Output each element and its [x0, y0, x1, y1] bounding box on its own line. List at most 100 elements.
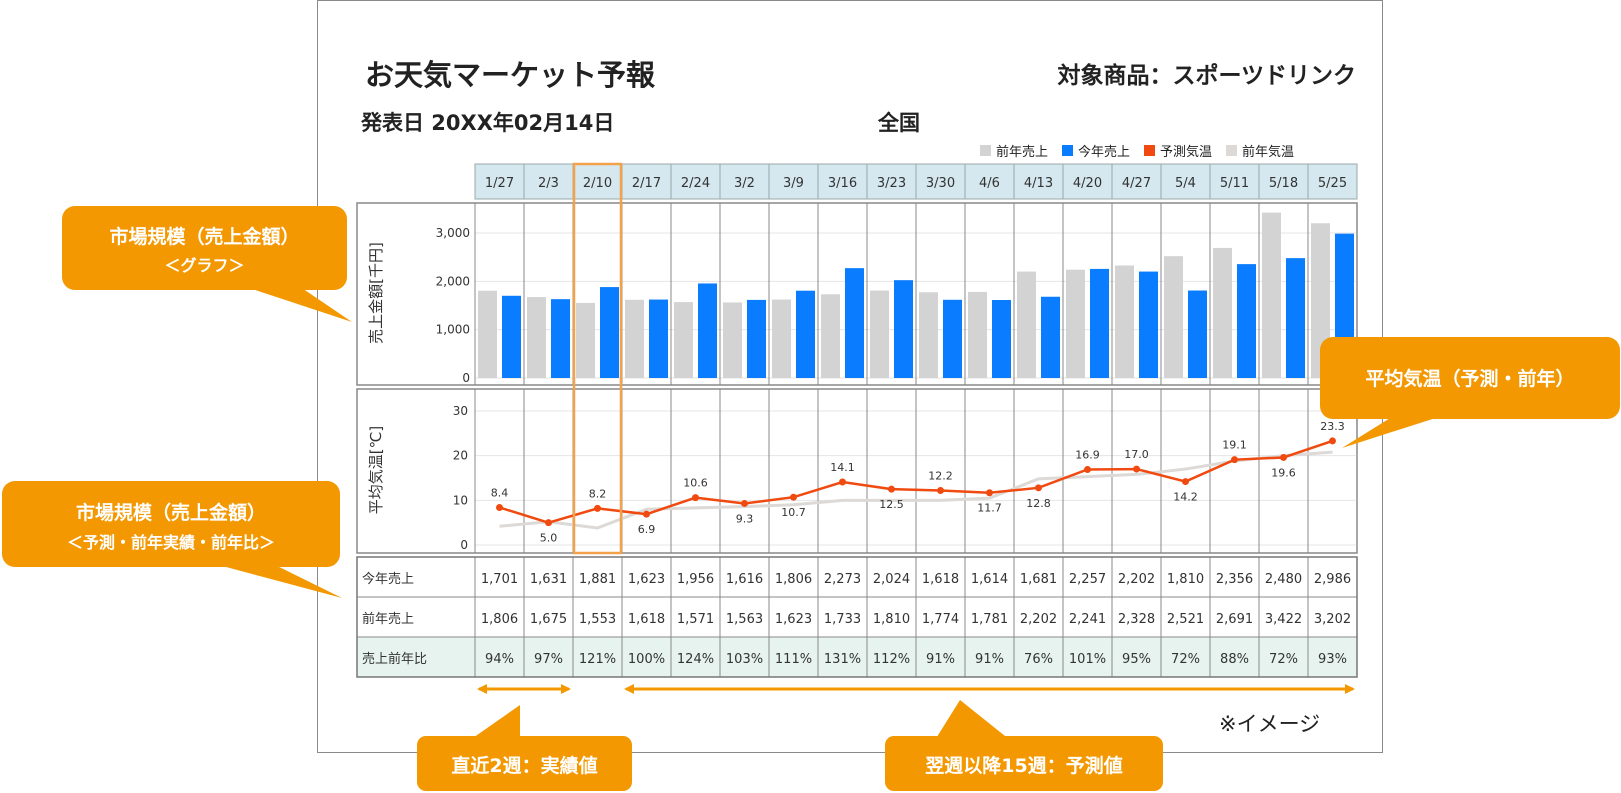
table-cell-value: 2,257 — [1069, 572, 1106, 587]
table-cell-value: 124% — [677, 652, 714, 667]
table-cell — [866, 636, 917, 678]
legend-label: 今年売上 — [1078, 145, 1131, 160]
announce-date: 発表日 20XX年02月14日 — [361, 111, 615, 135]
callout-line: 平均気温（予測・前年） — [1365, 368, 1575, 390]
date-header-label: 4/27 — [1122, 176, 1151, 191]
bar-last-year — [821, 294, 840, 378]
table-cell-value: 101% — [1069, 652, 1106, 667]
table-cell-value: 1,618 — [922, 572, 959, 587]
forecast-temp-point — [1035, 484, 1042, 492]
table-cell-value: 3,422 — [1265, 612, 1302, 627]
table-cell — [1307, 636, 1358, 678]
bar-last-year — [1164, 256, 1183, 378]
table-cell — [768, 596, 819, 638]
table-cell — [866, 596, 917, 638]
bar-this-year — [992, 299, 1011, 378]
table-cell-value: 91% — [926, 652, 955, 667]
forecast-temp-point — [1231, 456, 1238, 464]
bar-this-year — [502, 295, 521, 378]
table-cell-value: 88% — [1220, 652, 1249, 667]
callout-market-graph: 市場規模（売上金額） ＜グラフ＞ — [62, 206, 347, 290]
actual-arrow-head-right — [561, 684, 571, 694]
table-cell — [817, 556, 868, 598]
table-cell-value: 2,202 — [1118, 572, 1155, 587]
bar-last-year — [1115, 265, 1134, 378]
table-row-header-cell — [356, 636, 476, 678]
table-cell-value: 1,618 — [628, 612, 665, 627]
table-cell-value: 97% — [534, 652, 563, 667]
forecast-arrow-head-left — [624, 684, 634, 694]
legend-swatch — [1062, 145, 1074, 156]
table-cell-value: 1,616 — [726, 572, 763, 587]
table-cell — [474, 556, 525, 598]
legend-label: 前年売上 — [996, 145, 1049, 160]
table-cell — [719, 556, 770, 598]
table-cell-value: 121% — [579, 652, 616, 667]
chart-legend: 前年売上 今年売上 予測気温 前年気温 — [980, 141, 1294, 160]
forecast-temp-point — [643, 510, 650, 518]
forecast-temp-point — [986, 489, 993, 497]
table-cell-value: 1,781 — [971, 612, 1008, 627]
callout-line: 市場規模（売上金額） — [75, 502, 266, 524]
bar-this-year — [600, 287, 619, 378]
table-cell-value: 2,273 — [824, 572, 861, 587]
callout-line: 市場規模（売上金額） — [109, 226, 300, 248]
table-cell-value: 2,024 — [873, 572, 910, 587]
table-cell-value: 94% — [485, 652, 514, 667]
callout-line: ＜予測・前年実績・前年比＞ — [66, 533, 275, 552]
bar-last-year — [625, 299, 644, 378]
table-cell-value: 2,521 — [1167, 612, 1204, 627]
forecast-temp-point — [741, 499, 748, 507]
legend-label: 前年気温 — [1242, 145, 1295, 160]
forecast-temp-point — [790, 493, 797, 501]
forecast-temp-point — [1084, 466, 1091, 474]
table-cell — [670, 636, 721, 678]
table-cell — [964, 596, 1015, 638]
forecast-temp-data-label: 12.2 — [928, 470, 953, 483]
forecast-temp-data-label: 6.9 — [638, 523, 656, 536]
table-cell-value: 131% — [824, 652, 861, 667]
sales-y-axis-label: 売上金額[千円] — [367, 242, 385, 344]
bar-this-year — [1090, 268, 1109, 378]
date-header-cell — [523, 163, 574, 200]
callout-line: 直近2週：実績値 — [451, 755, 598, 777]
date-header-cell — [915, 163, 966, 200]
date-header-label: 3/16 — [828, 176, 857, 191]
table-cell-value: 1,774 — [922, 612, 959, 627]
forecast-temp-data-label: 23.3 — [1320, 420, 1345, 433]
table-cell-value: 1,956 — [677, 572, 714, 587]
date-header-label: 4/6 — [979, 176, 1000, 191]
forecast-temp-data-label: 8.2 — [589, 487, 607, 500]
forecast-temp-point — [839, 478, 846, 486]
date-header-label: 4/13 — [1024, 176, 1053, 191]
table-cell-value: 1,623 — [775, 612, 812, 627]
table-cell-value: 3,202 — [1314, 612, 1351, 627]
date-header-cell — [719, 163, 770, 200]
table-cell — [915, 596, 966, 638]
date-header-label: 5/11 — [1220, 176, 1249, 191]
table-cell — [1258, 636, 1309, 678]
date-header-cell — [1062, 163, 1113, 200]
table-cell-value: 1,810 — [1167, 572, 1204, 587]
table-cell — [719, 596, 770, 638]
table-cell — [768, 636, 819, 678]
bar-last-year — [772, 299, 791, 378]
table-cell-value: 2,480 — [1265, 572, 1302, 587]
date-header-cell — [866, 163, 917, 200]
table-cell — [1062, 636, 1113, 678]
legend-item-last-year-temp: 前年気温 — [1226, 141, 1294, 160]
bar-this-year — [796, 290, 815, 378]
table-cell-value: 1,553 — [579, 612, 616, 627]
table-cell-value: 1,563 — [726, 612, 763, 627]
current-week-highlight — [572, 162, 623, 555]
table-cell — [719, 636, 770, 678]
bar-this-year — [1041, 296, 1060, 378]
bar-last-year — [527, 297, 546, 378]
bar-this-year — [894, 280, 913, 378]
date-header-label: 3/23 — [877, 176, 906, 191]
table-cell-value: 72% — [1171, 652, 1200, 667]
bar-this-year — [551, 299, 570, 378]
target-product: 対象商品：スポーツドリンク — [1057, 63, 1356, 89]
table-cell — [1160, 596, 1211, 638]
bar-this-year — [698, 283, 717, 378]
